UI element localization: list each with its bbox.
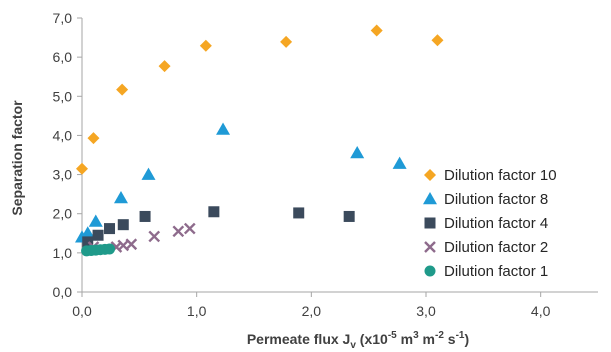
y-tick-label: 7,0 [53,10,73,26]
data-marks [75,24,444,257]
data-point [139,210,151,222]
data-point [116,83,129,96]
series-3 [82,206,355,248]
data-point [172,225,185,238]
tick-labels: 0,0 1,0 2,0 3,0 4,0 5,0 6,0 7,0 0,0 1,0 2,0 3,0 4,0 [53,10,551,319]
series-2 [75,122,407,243]
data-point [104,243,116,255]
x-tick-label: 0,0 [72,303,92,319]
legend-marker [424,217,436,229]
data-point [141,167,156,180]
x-axis-title: Permeate flux Jv (x10-5 m3 m-2 s-1) [247,330,469,351]
data-point [199,39,212,52]
legend-label: Dilution factor 1 [444,263,548,280]
x-tick-label: 2,0 [302,303,322,319]
x-tick-label: 1,0 [187,303,207,319]
data-point [104,223,116,235]
series-5 [81,243,116,257]
data-point [82,236,94,248]
data-point [183,222,196,235]
data-point [293,207,305,219]
legend-label: Dilution factor 4 [444,215,548,232]
y-tick-label: 5,0 [53,88,73,104]
data-point [216,122,231,135]
data-point [80,226,95,239]
x-tick-label: 4,0 [531,303,551,319]
data-point [431,34,444,47]
data-point [343,210,355,222]
legend-label: Dilution factor 2 [444,239,548,256]
series-1 [76,24,444,175]
data-point [117,219,129,231]
y-tick-label: 0,0 [53,284,73,300]
legend-marker [424,265,436,277]
data-point [158,60,171,73]
data-point [88,214,103,227]
data-point [76,162,88,175]
y-tick-label: 4,0 [53,127,73,143]
y-tick-label: 2,0 [53,206,73,222]
data-point [113,191,128,204]
data-point [280,35,293,48]
y-axis-title: Separation factor [9,100,25,216]
data-point [92,229,104,241]
x-tick-label: 3,0 [416,303,436,319]
y-axis-title-group: Separation factor [9,100,25,216]
axes [81,18,598,293]
data-point [208,206,220,218]
data-point [350,146,365,159]
y-tick-label: 1,0 [53,245,73,261]
data-point [87,132,100,145]
legend-label: Dilution factor 8 [444,191,548,208]
legend: Dilution factor 10 Dilution factor 8 Dilut… [423,167,557,280]
data-point [125,238,138,251]
data-point [148,230,161,243]
data-point [370,24,383,37]
legend-marker [424,169,436,181]
legend-marker [423,192,437,205]
legend-marker [424,241,436,253]
y-tick-label: 3,0 [53,167,73,183]
y-tick-label: 6,0 [53,49,73,65]
legend-label: Dilution factor 10 [444,167,557,184]
data-point [392,156,407,169]
